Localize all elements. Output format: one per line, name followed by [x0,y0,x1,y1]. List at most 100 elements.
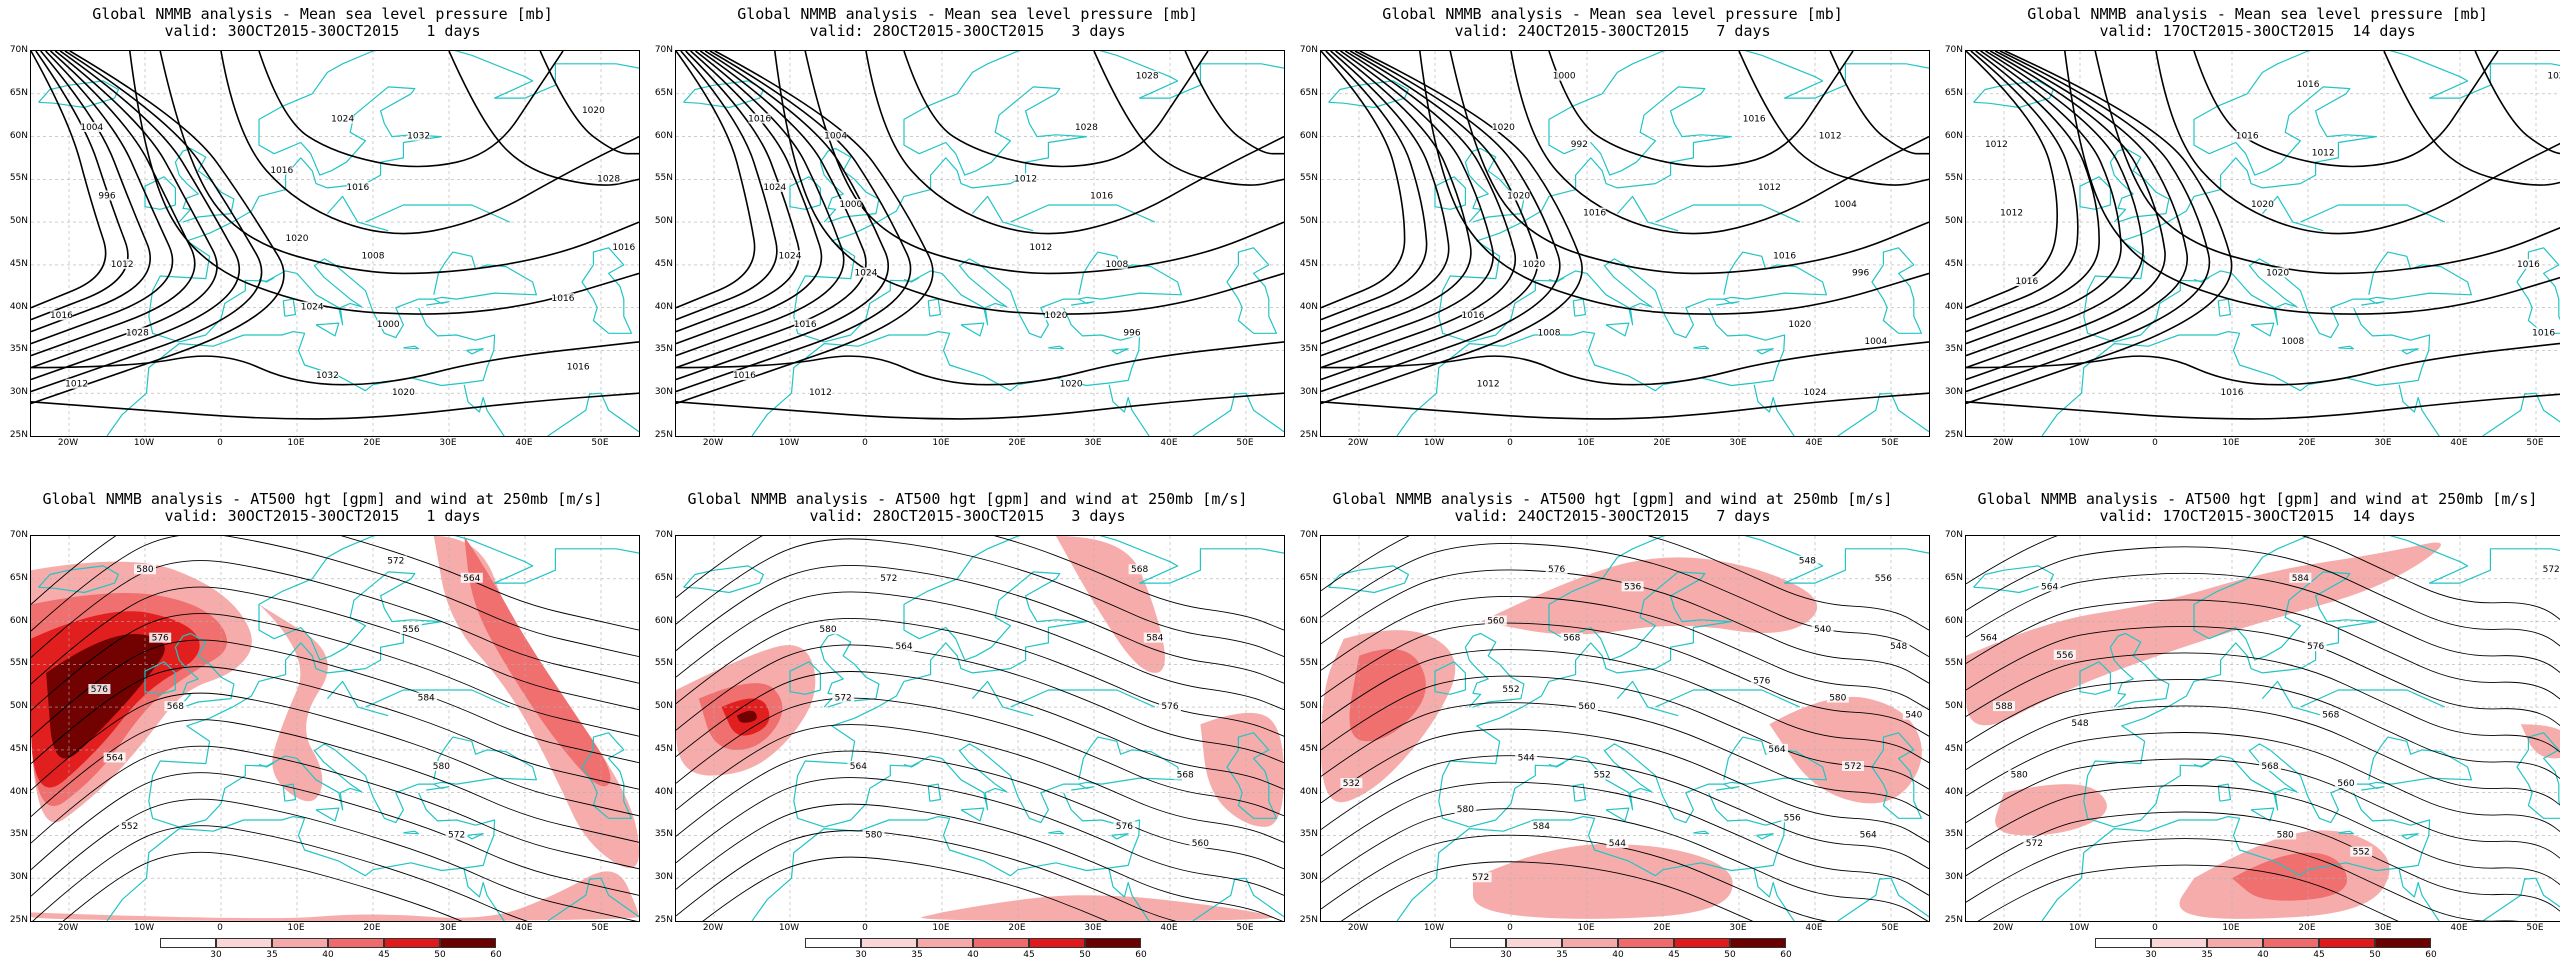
latitude-label: 35N [654,829,673,840]
latitude-label: 35N [654,344,673,355]
contour-label: 572 [448,830,465,840]
colorbar-swatch [1618,938,1674,948]
contour-label: 556 [402,625,419,635]
contour-label: 584 [418,694,435,704]
map-canvas: 548 552 556 560 564 568 572 576 580 584 588 580 564 5… [1966,536,2560,921]
contour-label-bg [1621,581,1644,592]
contour-label: 560 [1192,839,1209,849]
contour-label: 1020 [2266,268,2289,278]
longitude-label: 40E [1805,923,1823,933]
contour-label-bg [582,104,605,115]
contour-label-bg [1773,250,1796,261]
contour-label: 576 [1161,702,1178,712]
contour-label-bg [1766,743,1788,754]
colorbar-tick-label: 35 [2201,950,2213,960]
contour-label-bg [2289,572,2312,583]
wind-speed-shading [1200,712,1284,827]
longitude-label: 40E [1160,923,1178,933]
contour-label-bg [2540,564,2560,575]
contour-label: 1016 [2297,80,2320,90]
wind-colorbar: 30 35 40 45 50 60 [1450,938,1792,962]
latitude-label: 30N [9,872,28,883]
longitude-label: 40E [2450,923,2468,933]
contour-label-bg [362,250,384,261]
wind-speed-shading [736,710,757,723]
longitude-label: 50E [591,438,609,448]
contour-label: 544 [1609,839,1626,849]
contour-label-bg [1530,820,1553,831]
colorbar-swatch [440,938,496,948]
longitude-label: 0 [1507,438,1513,448]
contour-label: 1012 [1985,140,2008,150]
colorbar-tick-label: 50 [2369,950,2381,960]
contour-label: 564 [850,762,867,772]
contour-label: 1016 [1090,191,1113,201]
contour-label-bg [149,632,172,643]
contour-label-bg [763,181,786,192]
panel-title: Global NMMB analysis - Mean sea level pr… [737,5,1198,23]
colorbar-swatch [160,938,216,948]
contour-label: 996 [98,191,115,201]
map-panel: Global NMMB analysis - AT500 hgt [gpm] a… [645,485,1290,960]
contour-label: 1024 [1804,388,1827,398]
contour-label: 1008 [362,251,385,261]
latitude-label: 65N [654,87,673,98]
map-canvas: 560 564 568 572 576 580 584 564 568 572 576 580 [676,536,1284,921]
map-panel: Global NMMB analysis - Mean sea level pr… [0,0,645,475]
contour-label-bg [346,181,369,192]
colorbar-tick-label: 40 [2257,950,2269,960]
coastlines [683,536,1284,921]
latitude-label: 35N [1944,344,1963,355]
longitude-label: 10W [1423,438,1445,448]
latitude-label: 70N [1944,45,1963,55]
contour-label-bg [1811,624,1834,635]
longitude-label: 10W [2068,923,2090,933]
latitude-label: 40N [654,301,673,312]
contour-label-bg [567,361,590,372]
latitude-label: 70N [654,45,673,55]
colorbar-swatch [2095,938,2151,948]
contour-label-bg [1864,335,1887,346]
contour-label-bg [2350,846,2373,857]
colorbar-swatch [973,938,1029,948]
contour-label-bg [1576,701,1598,712]
contour-label: 1004 [1864,337,1887,347]
contour-label: 1020 [582,106,605,116]
latitude-label: 50N [1299,216,1318,227]
contour-label: 1020 [392,388,415,398]
contour-label: 576 [1548,565,1565,575]
longitude-label: 20E [1008,923,1026,933]
longitude-label: 20W [1992,438,2014,448]
contour-label: 576 [1753,676,1770,686]
contour-label-bg [2274,829,2297,840]
map-frame: 1012 1016 1016 1012 1008 1012 1020 1020 1020 1016… [1965,50,2560,437]
longitude-label: 10W [133,438,155,448]
contour-label: 1008 [1538,328,1561,338]
graticule [676,536,1284,921]
contour-label-bg [1174,769,1197,780]
colorbar-tick-label: 50 [1079,950,1091,960]
contour-label-bg [1105,258,1128,269]
wind-speed-shading [46,634,165,759]
wind-speed-shading [31,871,639,921]
contour-label: 1020 [1045,311,1068,321]
colorbar-tick-label: 45 [2313,950,2325,960]
longitude-label: 0 [1507,923,1513,933]
isobars [1321,51,1929,420]
contour-label-bg [2281,335,2304,346]
longitude-label: 10E [2222,438,2240,448]
colorbar-tick-label: 50 [434,950,446,960]
wind-speed-shading [1349,648,1426,742]
contour-label: 1024 [763,183,786,193]
contour-label: 588 [1995,702,2012,712]
wind-colorbar: 30 35 40 45 50 60 [160,938,502,962]
contour-label-bg [270,164,293,175]
contour-label-bg [415,692,438,703]
contour-label-bg [1583,207,1606,218]
contour-label-bg [877,572,900,583]
latitude-label: 50N [9,701,28,712]
contour-label: 568 [1563,634,1580,644]
longitude-label: 20W [1992,923,2014,933]
latitude-label: 35N [1299,829,1318,840]
contour-label-bg [2532,327,2555,338]
